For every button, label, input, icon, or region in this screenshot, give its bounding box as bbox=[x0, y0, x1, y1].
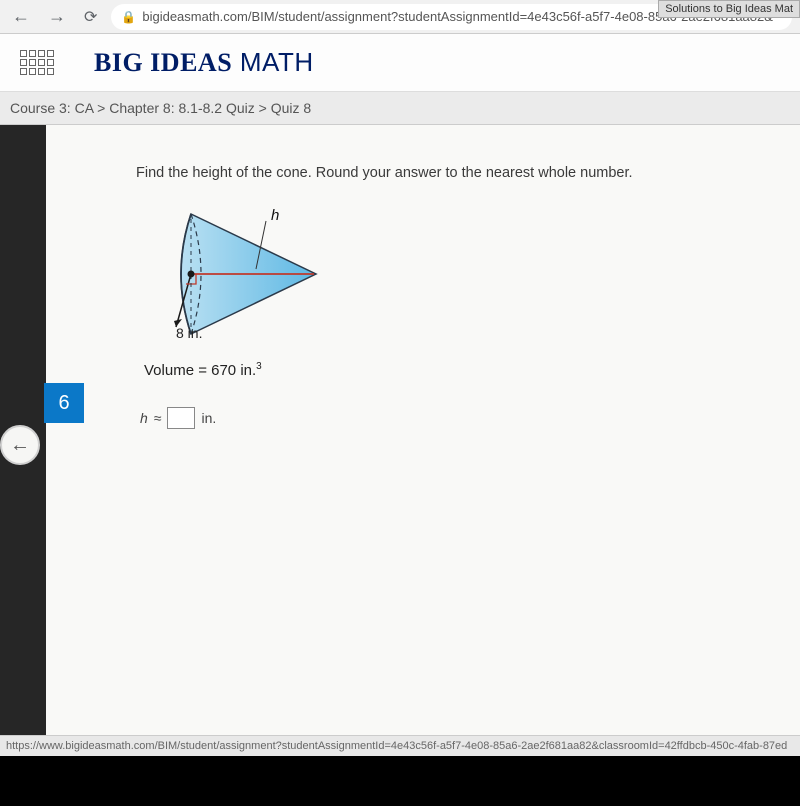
app-grid-icon[interactable] bbox=[20, 50, 54, 75]
site-header: BIG IDEAS MATH bbox=[0, 34, 800, 92]
device-bezel bbox=[0, 756, 800, 806]
question-prompt: Find the height of the cone. Round your … bbox=[136, 165, 770, 181]
answer-row: h ≈ in. bbox=[140, 407, 770, 429]
tab-title-fragment: Solutions to Big Ideas Mat bbox=[658, 0, 800, 18]
volume-label: Volume = 670 in.3 bbox=[144, 361, 770, 379]
cone-figure: h bbox=[136, 199, 770, 359]
approx-symbol: ≈ bbox=[154, 410, 162, 426]
cone-diagram bbox=[136, 199, 336, 349]
forward-icon[interactable]: → bbox=[44, 6, 70, 27]
back-icon[interactable]: ← bbox=[8, 6, 34, 27]
brand-logo: BIG IDEAS MATH bbox=[94, 47, 314, 78]
radius-label: 8 in. bbox=[176, 325, 202, 341]
answer-unit: in. bbox=[201, 410, 216, 426]
status-bar: https://www.bigideasmath.com/BIM/student… bbox=[0, 735, 800, 756]
workspace: ← Find the height of the cone. Round you… bbox=[0, 125, 800, 735]
height-label: h bbox=[271, 207, 279, 224]
question-number-badge: 6 bbox=[44, 383, 84, 423]
lock-icon: 🔒 bbox=[121, 10, 136, 24]
prev-question-button[interactable]: ← bbox=[0, 425, 40, 465]
question-panel: Find the height of the cone. Round your … bbox=[46, 125, 800, 735]
answer-input[interactable] bbox=[167, 407, 195, 429]
answer-variable: h bbox=[140, 410, 148, 426]
breadcrumb[interactable]: Course 3: CA > Chapter 8: 8.1-8.2 Quiz >… bbox=[0, 92, 800, 125]
reload-icon[interactable]: ⟳ bbox=[80, 7, 101, 27]
